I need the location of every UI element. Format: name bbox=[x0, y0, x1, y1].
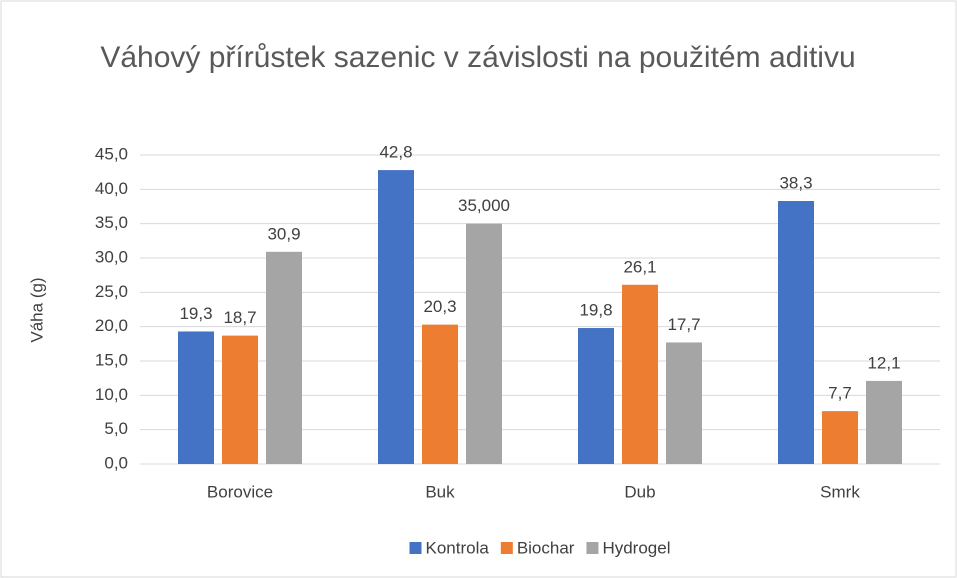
y-tick-label: 25,0 bbox=[95, 282, 128, 301]
bar bbox=[378, 170, 414, 464]
chart-title: Váhový přírůstek sazenic v závislosti na… bbox=[100, 41, 856, 74]
y-tick-label: 30,0 bbox=[95, 247, 128, 266]
data-label: 42,8 bbox=[379, 143, 412, 162]
data-label: 19,3 bbox=[179, 304, 212, 323]
bar bbox=[666, 342, 702, 464]
y-tick-label: 10,0 bbox=[95, 385, 128, 404]
data-label: 30,9 bbox=[267, 224, 300, 243]
data-label: 19,8 bbox=[579, 301, 612, 320]
data-label: 38,3 bbox=[779, 173, 812, 192]
y-tick-label: 45,0 bbox=[95, 144, 128, 163]
bar bbox=[178, 331, 214, 464]
y-tick-label: 15,0 bbox=[95, 350, 128, 369]
x-tick-label: Borovice bbox=[207, 482, 273, 501]
legend-label: Kontrola bbox=[425, 538, 489, 557]
bar bbox=[222, 335, 258, 464]
bar bbox=[822, 411, 858, 464]
data-label: 20,3 bbox=[423, 297, 456, 316]
y-tick-label: 0,0 bbox=[104, 453, 128, 472]
data-label: 17,7 bbox=[667, 315, 700, 334]
y-axis-label: Váha (g) bbox=[27, 277, 46, 342]
y-tick-label: 5,0 bbox=[104, 419, 128, 438]
legend-swatch bbox=[500, 542, 513, 554]
x-tick-label: Buk bbox=[425, 482, 455, 501]
y-tick-label: 40,0 bbox=[95, 179, 128, 198]
x-tick-label: Smrk bbox=[820, 482, 860, 501]
bar bbox=[266, 251, 302, 464]
data-label: 12,1 bbox=[867, 353, 900, 372]
legend-swatch bbox=[586, 542, 599, 554]
bar bbox=[866, 380, 902, 464]
legend-label: Biochar bbox=[517, 538, 575, 557]
y-tick-label: 35,0 bbox=[95, 213, 128, 232]
bar bbox=[466, 223, 502, 464]
y-tick-label: 20,0 bbox=[95, 316, 128, 335]
x-tick-label: Dub bbox=[624, 482, 655, 501]
data-label: 7,7 bbox=[828, 384, 852, 403]
bar bbox=[422, 324, 458, 464]
legend-swatch bbox=[409, 542, 422, 554]
legend-label: Hydrogel bbox=[602, 538, 670, 557]
data-label: 18,7 bbox=[223, 308, 256, 327]
data-label: 35,000 bbox=[458, 196, 510, 215]
data-label: 26,1 bbox=[623, 257, 656, 276]
bar bbox=[578, 328, 614, 464]
bar bbox=[778, 201, 814, 465]
bar bbox=[622, 284, 658, 464]
